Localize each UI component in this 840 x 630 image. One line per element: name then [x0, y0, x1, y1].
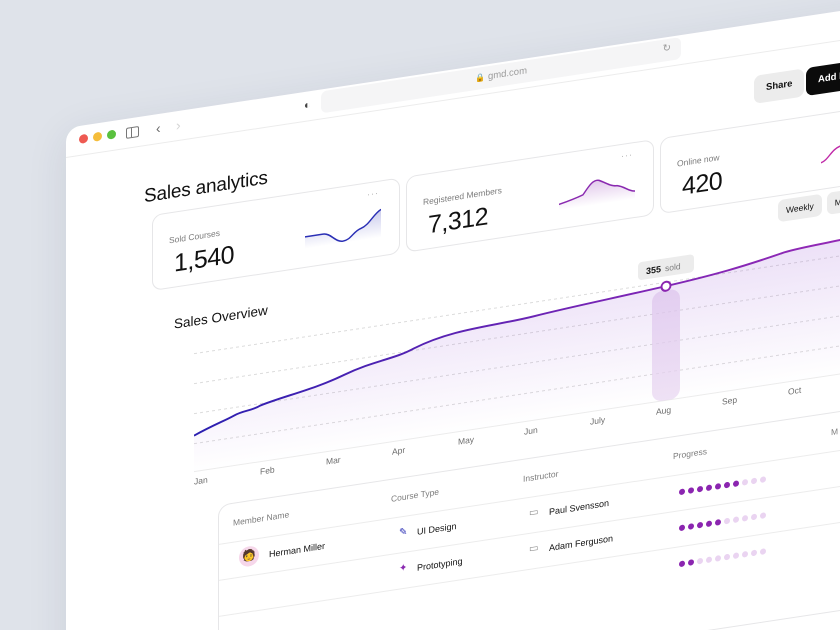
stat-value: 420 [682, 166, 723, 201]
stat-card-online-now: ··· Online now 420 [660, 100, 840, 215]
sparkline-chart [305, 208, 381, 249]
shield-icon[interactable]: ◐ [304, 98, 311, 113]
tooltip-point [660, 280, 672, 292]
lock-icon: 🔒 [474, 72, 485, 84]
traffic-lights [79, 129, 116, 145]
sales-line-chart: 355 sold [194, 217, 840, 474]
sparkline-chart [821, 130, 840, 164]
progress-dots [679, 548, 766, 568]
x-tick: Jun [524, 424, 538, 437]
course-type: UI Design [417, 520, 457, 537]
range-monthly-button[interactable]: M [826, 189, 840, 215]
x-tick: Aug [656, 404, 672, 417]
column-header-more[interactable]: M [831, 426, 839, 438]
stat-label: Online now [677, 152, 720, 169]
progress-dots [679, 512, 766, 532]
x-tick: Oct [788, 384, 802, 397]
x-tick: Jan [194, 474, 208, 487]
url-display: 🔒 gmd.com [321, 42, 681, 107]
more-options-icon[interactable]: ··· [621, 149, 633, 162]
tooltip-value: 355 [646, 264, 661, 276]
chart-tooltip: 355 sold [638, 254, 694, 280]
stat-card-registered-members: ··· Registered Members 7,312 [406, 139, 654, 253]
prototype-icon: ✦ [399, 562, 408, 575]
share-button[interactable]: Share [754, 68, 805, 104]
tooltip-unit: sold [665, 261, 681, 273]
instructor-name: Adam Ferguson [549, 533, 614, 553]
forward-arrow-icon[interactable]: › [176, 116, 181, 134]
x-tick: May [458, 434, 475, 447]
more-options-icon[interactable]: ··· [367, 187, 379, 200]
progress-dots [679, 476, 766, 496]
instructor-name: Paul Svensson [549, 497, 610, 517]
column-header-instructor[interactable]: Instructor [523, 468, 559, 484]
reload-icon[interactable]: ↻ [662, 42, 671, 55]
column-header-course[interactable]: Course Type [391, 486, 440, 504]
x-tick: Mar [326, 454, 341, 467]
close-window-button[interactable] [79, 133, 88, 145]
add-button[interactable]: Add I [806, 54, 840, 97]
x-tick: July [590, 414, 606, 427]
stat-value: 7,312 [428, 202, 489, 240]
range-weekly-button[interactable]: Weekly [778, 193, 822, 223]
video-camera-icon: ▭ [529, 542, 539, 555]
x-tick: Feb [260, 464, 275, 477]
course-type: Prototyping [417, 556, 463, 573]
video-camera-icon: ▭ [529, 506, 539, 519]
x-tick: Apr [392, 444, 406, 457]
stat-value: 1,540 [174, 240, 235, 278]
maximize-window-button[interactable] [107, 129, 116, 140]
back-arrow-icon[interactable]: ‹ [156, 119, 161, 137]
sidebar-toggle-icon[interactable] [126, 125, 139, 139]
url-text: gmd.com [487, 65, 528, 83]
column-header-member[interactable]: Member Name [233, 509, 290, 528]
sparkline-chart [559, 179, 635, 211]
address-bar[interactable]: 🔒 gmd.com ↻ [321, 36, 681, 114]
browser-window: ‹ › ◐ 🔒 gmd.com ↻ Share Add I Sales analy… [66, 0, 840, 630]
brush-icon: ✎ [399, 526, 408, 539]
avatar: 🧑 [239, 544, 259, 568]
member-name: Herman Miller [269, 540, 326, 560]
x-tick: Sep [722, 394, 738, 407]
minimize-window-button[interactable] [93, 131, 102, 142]
column-header-progress[interactable]: Progress [673, 446, 708, 462]
stat-card-sold-courses: ··· Sold Courses 1,540 [152, 177, 400, 291]
stat-label: Registered Members [423, 185, 502, 208]
